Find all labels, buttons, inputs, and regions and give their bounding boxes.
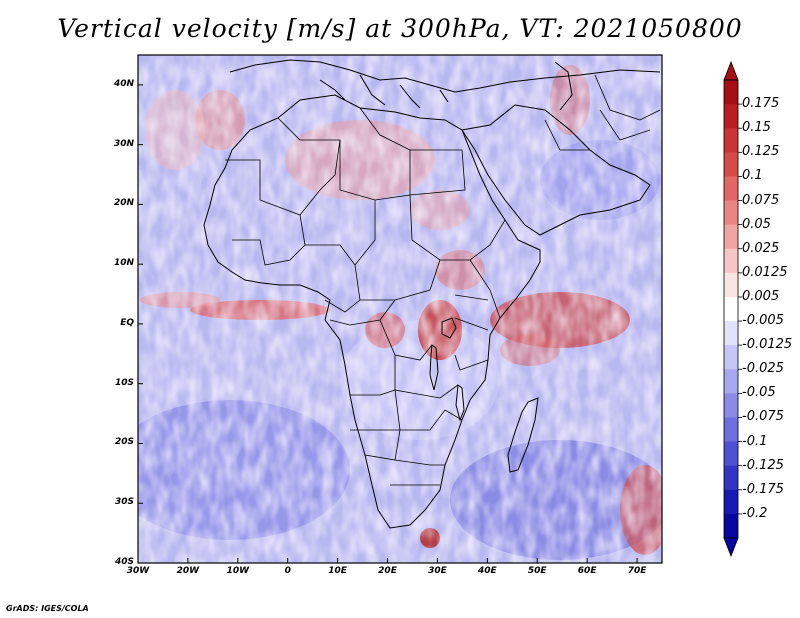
x-tick-label: 30E (428, 566, 447, 576)
colorbar-swatch (724, 152, 738, 177)
colorbar-label: -0.175 (742, 481, 784, 497)
arabia-coastline (461, 104, 651, 236)
footer-credit: GrADS: IGES/COLA (6, 604, 89, 613)
colorbar-swatch (724, 296, 738, 322)
colorbar-label: -0.05 (742, 385, 776, 401)
colorbar-frame (723, 79, 739, 539)
colorbar-swatch (724, 369, 738, 394)
colorbar-label: 0.075 (742, 192, 780, 208)
map-title: Vertical velocity [m/s] at 300hPa, VT: 2… (57, 14, 743, 43)
colorbar-label: -0.2 (742, 505, 768, 521)
y-tick-label: 40S (114, 557, 134, 567)
x-tick-label: 0 (284, 566, 291, 576)
y-tick-label: 30S (114, 497, 134, 508)
y-tick-label: 20S (114, 437, 134, 448)
colorbar-swatch (724, 489, 738, 515)
y-tick-label: 10S (114, 377, 134, 388)
colorbar-swatch (724, 104, 738, 129)
x-tick-label: 10E (328, 566, 347, 576)
colorbar-swatch (724, 465, 738, 491)
colorbar-swatch (724, 200, 738, 226)
x-tick-label: 20W (176, 566, 200, 576)
axis-ticks (137, 84, 638, 564)
colorbar-label: 0.005 (742, 288, 780, 304)
country-borders (225, 74, 661, 486)
colorbar-swatch (724, 272, 738, 298)
colorbar-label: 0.1 (742, 168, 763, 184)
y-tick-label: 10N (113, 258, 134, 269)
colorbar-swatch (724, 248, 738, 274)
y-tick-label: 20N (113, 198, 134, 209)
colorbar-label: 0.175 (742, 96, 780, 112)
lake-tanganyika (429, 344, 439, 391)
colorbar-label: 0.125 (742, 144, 780, 160)
y-tick-label: EQ (120, 317, 134, 328)
colorbar-swatch (724, 80, 738, 105)
colorbar-swatch (724, 417, 738, 443)
colorbar-swatch (724, 224, 738, 250)
x-tick-label: 20E (378, 566, 397, 576)
colorbar-label: -0.075 (742, 409, 784, 425)
x-tick-label: 50E (527, 566, 547, 576)
x-tick-label: 70E (627, 566, 647, 576)
colorbar-swatch (724, 176, 738, 202)
colorbar-label: -0.1 (742, 433, 768, 449)
colorbar-label: -0.0125 (742, 337, 793, 353)
colorbar-swatch (724, 393, 738, 418)
africa-coastline (203, 94, 541, 529)
colorbar-min-arrow (723, 537, 739, 558)
mediterranean-coast (319, 74, 449, 109)
colorbar-label: 0.15 (742, 120, 771, 136)
colorbar-swatch (724, 345, 738, 370)
colorbar-label: 0.025 (742, 240, 780, 256)
coastlines (203, 59, 661, 529)
colorbar-label: 0.05 (742, 216, 771, 232)
colorbar-label: -0.125 (742, 457, 784, 473)
colorbar-swatch (724, 441, 738, 467)
x-tick-label: 40E (477, 566, 497, 576)
colorbar-swatch (724, 513, 738, 539)
colorbar-label: -0.025 (742, 361, 784, 377)
madagascar-coastline (507, 397, 539, 473)
colorbar (723, 60, 742, 558)
lake-victoria (441, 317, 457, 339)
plot-frame (137, 54, 663, 564)
colorbar-max-arrow (723, 60, 739, 81)
colorbar-swatch (724, 128, 738, 153)
x-tick-label: 30W (126, 566, 150, 576)
field-patches (138, 55, 662, 563)
y-tick-label: 30N (113, 138, 134, 149)
lake-malawi (455, 384, 465, 422)
colorbar-label: 0.0125 (742, 264, 788, 280)
colorbar-swatch (724, 321, 738, 346)
y-tick-label: 40N (113, 78, 134, 89)
x-tick-label: 10W (226, 566, 250, 576)
caspian-coast (554, 61, 573, 111)
x-tick-label: 60E (577, 566, 597, 576)
colorbar-label: -0.005 (742, 313, 784, 329)
